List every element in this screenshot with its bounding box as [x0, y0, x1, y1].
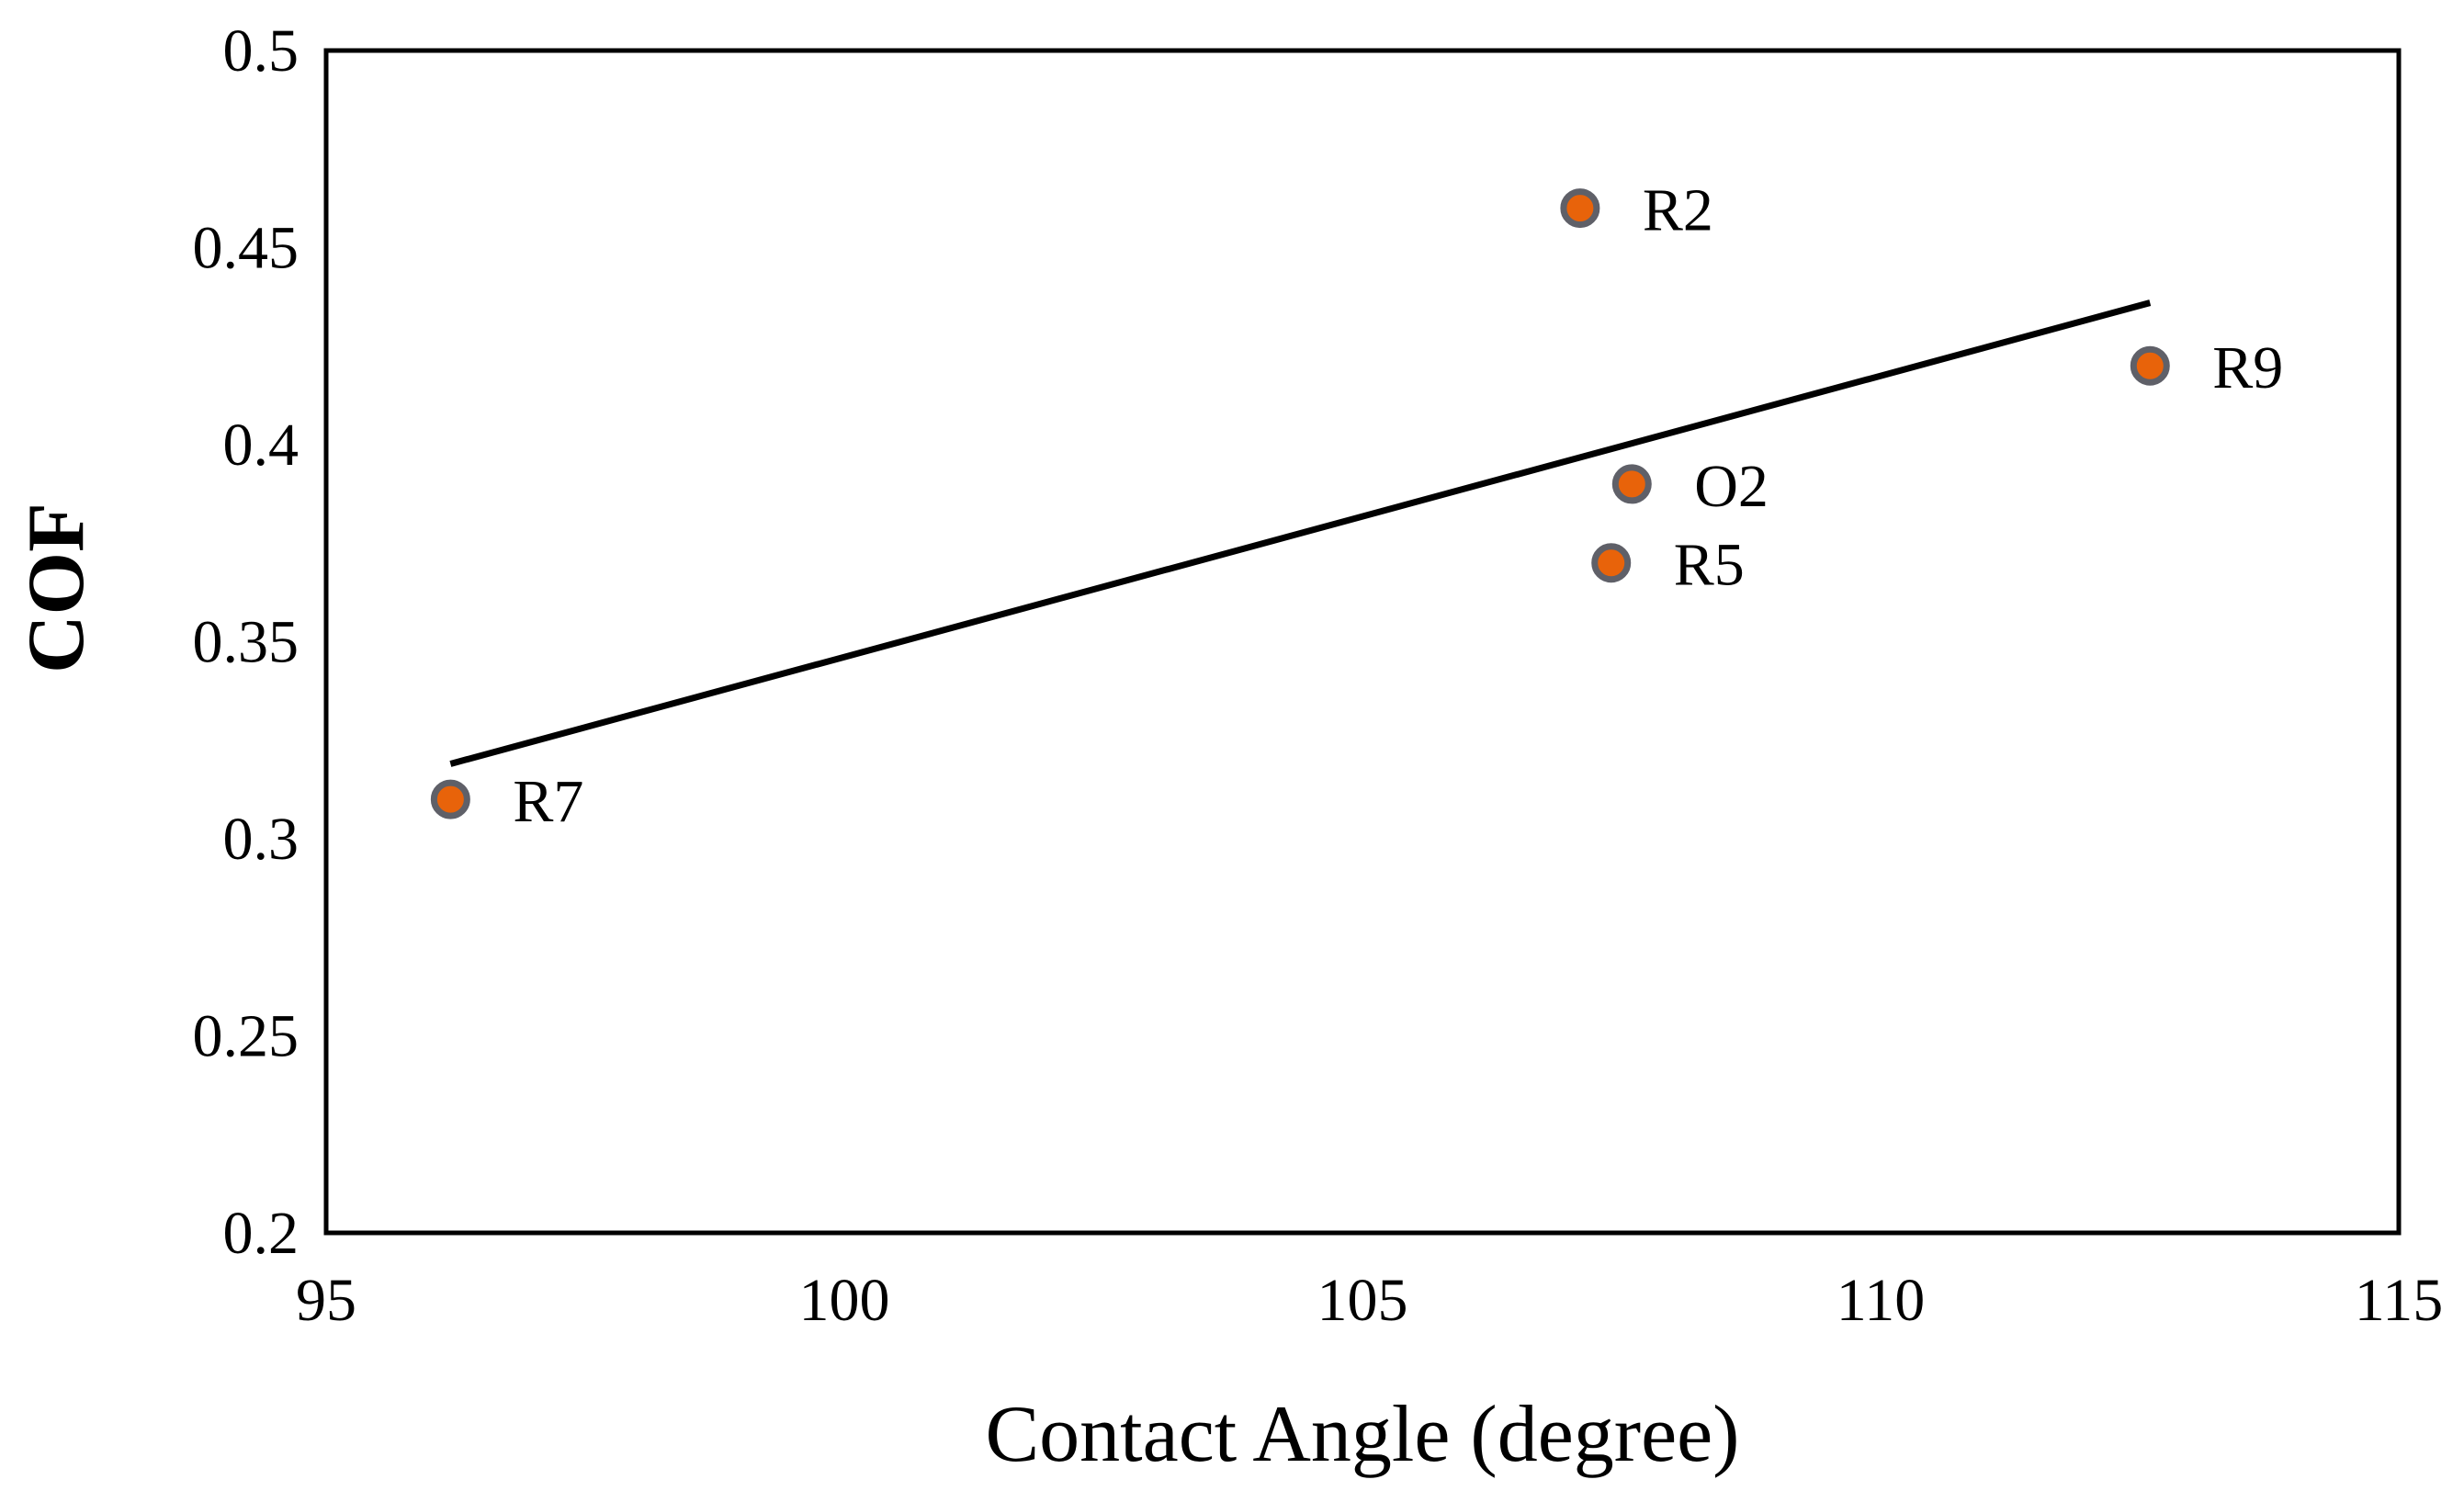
y-tick-label: 0.45 — [193, 215, 300, 282]
point-label-r9: R9 — [2212, 334, 2283, 401]
point-label-r2: R2 — [1643, 177, 1713, 244]
point-label-r7: R7 — [513, 768, 583, 835]
y-tick-labels: 0.2 0.25 0.3 0.35 0.4 0.45 0.5 — [193, 17, 300, 1267]
data-point-r5 — [1591, 543, 1632, 583]
x-tick-labels: 95 100 105 110 115 — [296, 1267, 2443, 1334]
y-tick-label: 0.25 — [193, 1003, 300, 1070]
y-tick-label: 0.2 — [223, 1200, 300, 1267]
x-tick-label: 100 — [799, 1267, 890, 1334]
x-axis-title: Contact Angle (degree) — [985, 1390, 1739, 1479]
point-label-r5: R5 — [1674, 532, 1745, 599]
data-points — [430, 188, 2170, 819]
plot-frame — [323, 48, 2402, 1236]
point-label-o2: O2 — [1694, 453, 1769, 520]
data-point-r7 — [430, 779, 470, 819]
y-tick-label: 0.4 — [223, 412, 300, 479]
x-tick-label: 110 — [1837, 1267, 1926, 1334]
trendline — [449, 299, 2152, 767]
y-tick-label: 0.5 — [223, 17, 300, 85]
data-point-r2 — [1560, 188, 1600, 229]
point-labels: R2 R9 O2 R5 R7 — [513, 177, 2283, 835]
x-tick-label: 105 — [1317, 1267, 1408, 1334]
data-point-r9 — [2130, 345, 2170, 386]
y-tick-label: 0.35 — [193, 609, 300, 676]
data-point-o2 — [1611, 464, 1652, 504]
y-tick-label: 0.3 — [223, 806, 300, 873]
x-tick-label: 115 — [2355, 1267, 2444, 1334]
x-tick-label: 95 — [296, 1267, 356, 1334]
y-axis-title: COF — [12, 503, 101, 673]
